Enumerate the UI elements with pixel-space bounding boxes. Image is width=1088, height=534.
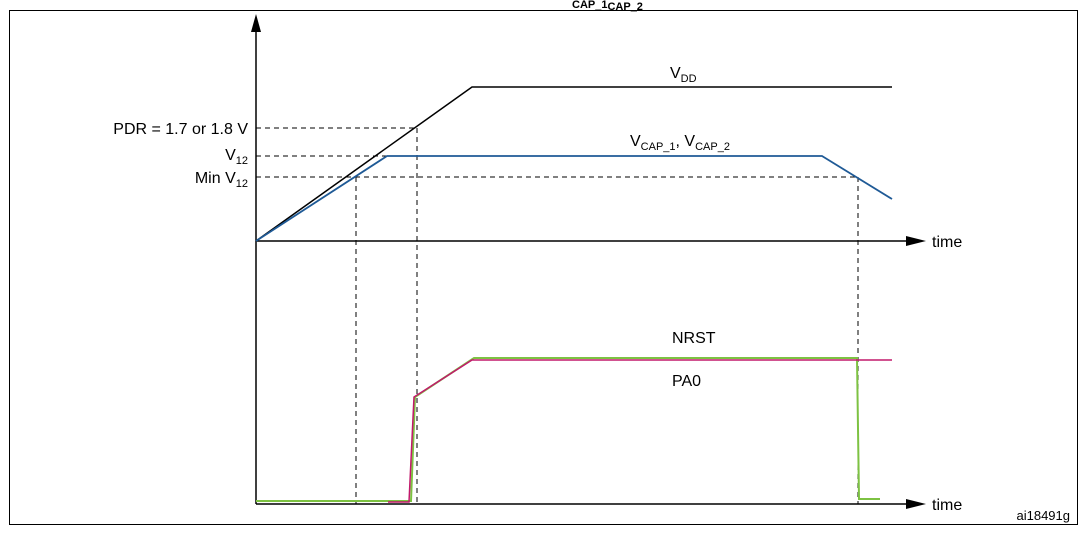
nrst-label: NRST — [672, 330, 716, 347]
lower-time-axis-arrowhead — [906, 499, 926, 509]
pdr-label: PDR = 1.7 or 1.8 V — [113, 121, 248, 138]
v12-label: V12 — [225, 147, 248, 167]
vcap-label: VCAP_1, VCAP_2 — [630, 133, 730, 153]
vdd-label: VDD — [670, 65, 697, 85]
upper-time-axis-arrowhead — [906, 236, 926, 246]
axes — [255, 28, 908, 505]
nrst-waveform — [388, 359, 892, 503]
vertical-axis-arrowhead — [251, 14, 261, 32]
figure-reference-label: ai18491g — [1017, 508, 1071, 523]
pa0-label: PA0 — [672, 373, 701, 390]
header-fragment: CAP_1CAP_2 — [572, 0, 643, 13]
vcap-waveform — [255, 155, 893, 242]
guide-lines — [256, 127, 859, 504]
vdd-waveform — [255, 86, 892, 242]
diagram-frame — [9, 10, 1078, 525]
upper-time-label: time — [932, 234, 962, 251]
min-v12-label: Min V12 — [195, 170, 248, 190]
pa0-waveform — [256, 357, 880, 502]
lower-time-label: time — [932, 497, 962, 514]
